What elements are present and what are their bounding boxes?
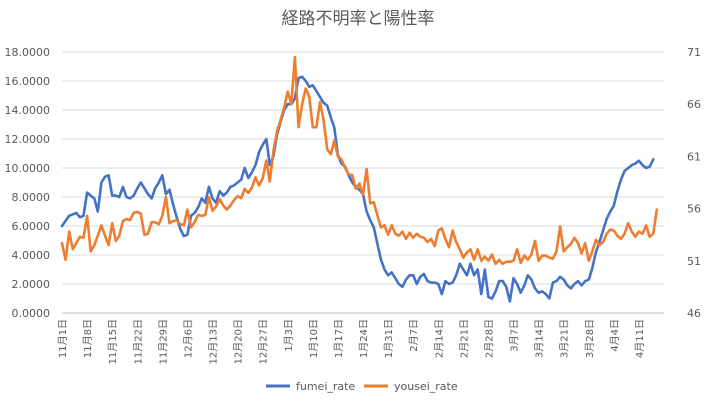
- x-tick-label: 1月10日: [308, 319, 320, 358]
- x-tick-label: 12月27日: [258, 319, 270, 364]
- y-right-tick-label: 51: [687, 255, 701, 268]
- gridlines: [62, 51, 664, 314]
- x-tick-label: 1月17日: [333, 319, 345, 358]
- series-lines: [60, 55, 659, 303]
- x-tick-label: 11月15日: [107, 319, 119, 364]
- y-left-tick-label: 8.0000: [12, 191, 51, 204]
- x-tick-label: 11月1日: [57, 319, 69, 358]
- chart-title: 経路不明率と陽性率: [282, 9, 435, 29]
- legend-label-yousei: yousei_rate: [394, 380, 458, 393]
- y-left-tick-label: 10.0000: [5, 162, 51, 175]
- x-tick-label: 1月24日: [358, 319, 370, 358]
- legend-label-fumei: fumei_rate: [296, 380, 355, 393]
- x-tick-label: 11月29日: [157, 319, 169, 364]
- x-tick-label: 12月13日: [208, 319, 220, 364]
- x-axis: 11月1日 11月8日 11月15日 11月22日 11月29日 12月6日 12月13日 1…: [57, 312, 664, 364]
- y-left-tick-label: 0.0000: [12, 307, 51, 320]
- x-tick-label: 2月7日: [408, 319, 420, 352]
- y-right-tick-label: 71: [687, 46, 701, 59]
- y-axis-left: 0.0000 2.0000 4.0000 6.0000 8.0000 10.0000 12.…: [5, 46, 51, 320]
- y-right-tick-label: 46: [687, 307, 701, 320]
- x-tick-label: 12月20日: [233, 319, 245, 364]
- y-left-tick-label: 16.0000: [5, 75, 51, 88]
- y-left-tick-label: 4.0000: [12, 249, 51, 262]
- y-left-tick-label: 6.0000: [12, 220, 51, 233]
- y-left-tick-label: 12.0000: [5, 133, 51, 146]
- y-left-tick-label: 14.0000: [5, 104, 51, 117]
- x-tick-label: 1月3日: [283, 319, 295, 352]
- legend: fumei_rate yousei_rate: [266, 380, 458, 393]
- x-tick-label: 2月21日: [458, 319, 470, 358]
- y-right-tick-label: 56: [687, 203, 701, 216]
- series-line-yousei_rate: [60, 55, 659, 266]
- x-tick-label: 1月31日: [383, 319, 395, 358]
- y-right-tick-label: 66: [687, 98, 701, 111]
- y-left-tick-label: 18.0000: [5, 46, 51, 59]
- x-tick-label: 4月4日: [609, 319, 621, 352]
- x-tick-label: 3月7日: [509, 319, 521, 352]
- x-tick-label: 11月22日: [132, 319, 144, 364]
- x-tick-label: 4月11日: [634, 319, 646, 358]
- x-tick-label: 12月6日: [182, 319, 194, 358]
- x-tick-label: 3月14日: [534, 319, 546, 358]
- x-tick-label: 11月8日: [82, 319, 94, 358]
- y-axis-right: 46 51 56 61 66 71: [687, 46, 701, 320]
- x-tick-label: 3月28日: [584, 319, 596, 358]
- x-tick-label: 2月28日: [483, 319, 495, 358]
- y-right-tick-label: 61: [687, 150, 701, 163]
- x-tick-label: 3月21日: [559, 319, 571, 358]
- x-tick-label: 2月14日: [433, 319, 445, 358]
- y-left-tick-label: 2.0000: [12, 278, 51, 291]
